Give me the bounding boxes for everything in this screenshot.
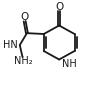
Text: HN: HN (3, 40, 18, 50)
Text: NH₂: NH₂ (14, 56, 32, 66)
Text: O: O (55, 2, 63, 12)
Text: NH: NH (62, 59, 77, 69)
Text: O: O (21, 12, 29, 22)
